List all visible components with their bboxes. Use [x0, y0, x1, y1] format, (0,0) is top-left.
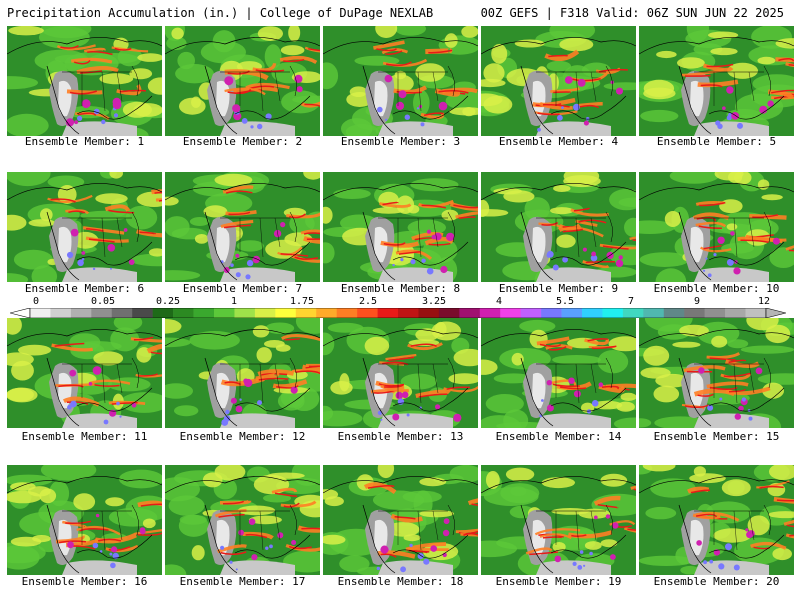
ensemble-member-label: Ensemble Member: 16 — [21, 575, 148, 588]
ensemble-member-map — [323, 26, 478, 136]
ensemble-member-map — [481, 318, 636, 428]
ensemble-member-label: Ensemble Member: 7 — [182, 282, 303, 295]
ensemble-member-map — [323, 465, 478, 575]
ensemble-member-map — [7, 465, 162, 575]
colorbar-tick-label: 5.5 — [555, 296, 575, 307]
ensemble-member-map — [639, 318, 794, 428]
colorbar-tick-label: 2.5 — [358, 296, 378, 307]
ensemble-member-label: Ensemble Member: 10 — [653, 282, 780, 295]
ensemble-member-map — [481, 465, 636, 575]
precipitation-colorbar — [10, 308, 786, 318]
colorbar-tick-label: 0.25 — [155, 296, 181, 307]
ensemble-member-map — [639, 172, 794, 282]
colorbar-tick-label: 9 — [693, 296, 701, 307]
ensemble-member-label: Ensemble Member: 13 — [337, 430, 464, 443]
ensemble-member-label: Ensemble Member: 11 — [21, 430, 148, 443]
ensemble-member-label: Ensemble Member: 18 — [337, 575, 464, 588]
map-title: Precipitation Accumulation (in.) | Colle… — [7, 6, 434, 20]
ensemble-member-label: Ensemble Member: 1 — [24, 135, 145, 148]
colorbar-tick-label: 4 — [495, 296, 503, 307]
ensemble-member-map — [7, 318, 162, 428]
ensemble-member-map — [165, 172, 320, 282]
run-valid-time: 00Z GEFS | F318 Valid: 06Z SUN JUN 22 20… — [480, 6, 784, 20]
ensemble-member-label: Ensemble Member: 17 — [179, 575, 306, 588]
ensemble-member-label: Ensemble Member: 5 — [656, 135, 777, 148]
ensemble-member-map — [7, 172, 162, 282]
colorbar-tick-label: 0.05 — [90, 296, 116, 307]
ensemble-member-map — [165, 318, 320, 428]
colorbar-tick-label: 1.75 — [289, 296, 315, 307]
colorbar-tick-label: 12 — [757, 296, 771, 307]
ensemble-member-map — [7, 26, 162, 136]
ensemble-member-map — [639, 465, 794, 575]
colorbar-tick-label: 1 — [230, 296, 238, 307]
ensemble-member-map — [323, 172, 478, 282]
ensemble-member-label: Ensemble Member: 4 — [498, 135, 619, 148]
ensemble-member-label: Ensemble Member: 3 — [340, 135, 461, 148]
ensemble-member-map — [165, 465, 320, 575]
colorbar-tick-label: 3.25 — [421, 296, 447, 307]
ensemble-member-map — [481, 26, 636, 136]
ensemble-member-map — [323, 318, 478, 428]
ensemble-member-label: Ensemble Member: 9 — [498, 282, 619, 295]
ensemble-member-label: Ensemble Member: 19 — [495, 575, 622, 588]
ensemble-member-label: Ensemble Member: 12 — [179, 430, 306, 443]
colorbar-tick-label: 0 — [32, 296, 40, 307]
colorbar-tick-label: 7 — [627, 296, 635, 307]
ensemble-member-label: Ensemble Member: 14 — [495, 430, 622, 443]
ensemble-member-label: Ensemble Member: 15 — [653, 430, 780, 443]
ensemble-member-label: Ensemble Member: 20 — [653, 575, 780, 588]
ensemble-member-label: Ensemble Member: 2 — [182, 135, 303, 148]
ensemble-member-map — [481, 172, 636, 282]
ensemble-member-map — [639, 26, 794, 136]
ensemble-member-label: Ensemble Member: 6 — [24, 282, 145, 295]
ensemble-member-map — [165, 26, 320, 136]
ensemble-member-label: Ensemble Member: 8 — [340, 282, 461, 295]
